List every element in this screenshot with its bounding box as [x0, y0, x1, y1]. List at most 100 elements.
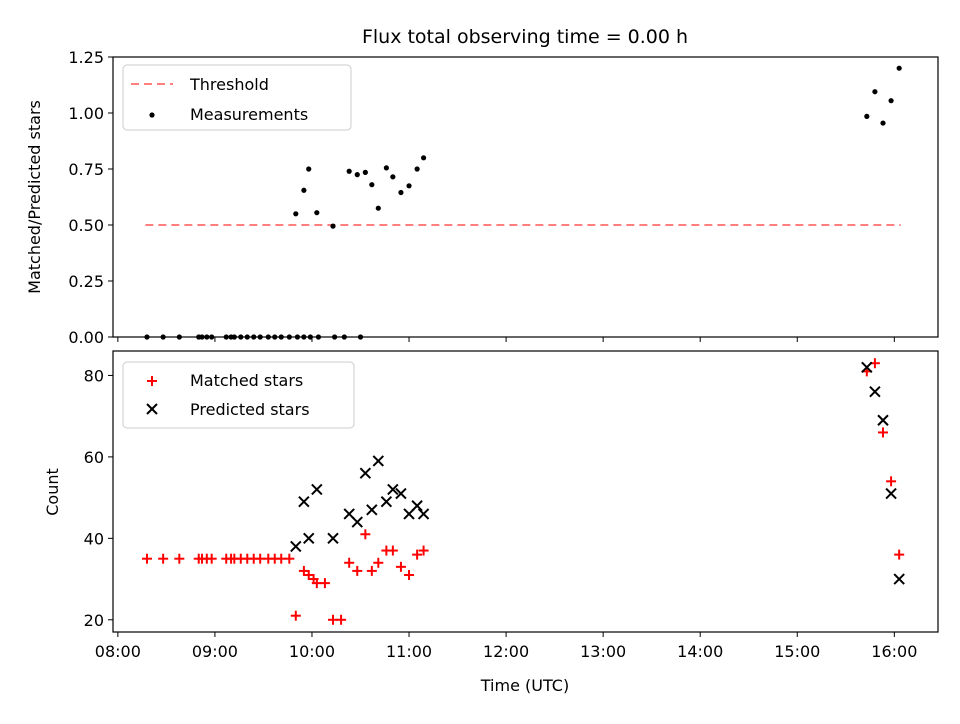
predicted-star-point — [869, 386, 881, 398]
legend-threshold-label: Threshold — [189, 75, 269, 94]
matched-star-point — [174, 553, 185, 564]
predicted-star-point — [877, 414, 889, 426]
matched-star-point — [319, 578, 330, 589]
x-tick-label: 12:00 — [483, 642, 529, 661]
ratio-y-tick-label: 0.00 — [68, 328, 104, 347]
ratio-y-tick-label: 0.50 — [68, 216, 104, 235]
ratio-y-tick-label: 0.25 — [68, 272, 104, 291]
matched-star-point — [395, 561, 406, 572]
x-tick-label: 09:00 — [192, 642, 238, 661]
matched-star-point — [336, 614, 347, 625]
matched-star-point — [206, 553, 217, 564]
count-y-tick-label: 20 — [84, 611, 104, 630]
measurement-point — [888, 98, 894, 104]
count-legend: Matched stars Predicted stars — [122, 361, 355, 429]
matched-star-point — [352, 565, 363, 576]
matched-star-point — [290, 610, 301, 621]
matched-star-point — [412, 549, 423, 560]
x-tick-label: 10:00 — [289, 642, 335, 661]
legend-matched-label: Matched stars — [190, 371, 303, 390]
x-tick-label: 15:00 — [774, 642, 820, 661]
measurement-point — [362, 169, 368, 175]
ratio-y-tick-label: 0.75 — [68, 160, 104, 179]
predicted-star-point — [311, 483, 323, 496]
matched-star-point — [284, 553, 295, 564]
measurement-point — [375, 205, 381, 211]
ratio-x-axis-ticks — [117, 337, 895, 342]
legend-predicted-label: Predicted stars — [190, 400, 310, 419]
legend-measurements-label: Measurements — [190, 105, 308, 124]
predicted-star-point — [411, 500, 423, 512]
count-y-tick-label: 40 — [84, 529, 104, 548]
measurement-point — [896, 65, 902, 71]
measurement-point — [880, 120, 886, 126]
measurement-point — [406, 183, 412, 189]
measurement-point — [354, 172, 360, 178]
chart-title: Flux total observing time = 0.00 h — [362, 26, 688, 48]
count-y-axis-label: Count — [43, 468, 62, 516]
predicted-star-point — [290, 540, 302, 553]
matched-star-point — [886, 476, 897, 487]
count-panel: 20 40 60 80 08:00 09:00 10:00 11:00 12:00 13:00 1… — [43, 350, 939, 695]
measurement-point — [369, 182, 375, 188]
count-y-tick-label: 60 — [84, 448, 104, 467]
predicted-star-point — [885, 487, 897, 500]
predicted-star-point — [387, 483, 399, 496]
count-legend-box — [122, 361, 355, 429]
predicted-star-point — [395, 487, 407, 500]
ratio-axes-frame — [112, 56, 939, 338]
matched-star-point — [344, 557, 355, 568]
legend-measurements-marker — [149, 112, 155, 118]
x-tick-label: 14:00 — [677, 642, 723, 661]
count-x-axis: 08:00 09:00 10:00 11:00 12:00 13:00 14:00 15:00… — [95, 632, 917, 661]
x-tick-label: 13:00 — [580, 642, 626, 661]
matched-star-point — [418, 545, 429, 556]
count-y-axis: 20 40 60 80 — [84, 366, 113, 630]
measurement-point — [383, 165, 389, 171]
ratio-y-axis: 0.00 0.25 0.50 0.75 1.00 1.25 — [68, 48, 113, 347]
predicted-star-point — [359, 467, 372, 479]
predicted-star-point — [327, 532, 339, 545]
matched-star-point — [894, 549, 905, 560]
matched-star-point — [878, 427, 888, 438]
predicted-star-point — [298, 495, 310, 508]
matched-star-point — [373, 557, 384, 568]
predicted-star-point — [351, 516, 363, 528]
measurement-point — [301, 187, 307, 193]
matched-star-point — [158, 553, 169, 564]
matched-star-point — [404, 569, 415, 580]
ratio-y-tick-label: 1.00 — [68, 104, 104, 123]
count-plot-area — [141, 358, 905, 625]
predicted-star-point — [893, 573, 905, 585]
ratio-panel: 0.00 0.25 0.50 0.75 1.00 1.25 Flux total obse… — [25, 26, 939, 347]
measurement-point — [346, 168, 352, 174]
measurement-point — [864, 113, 870, 119]
matched-star-point — [360, 529, 371, 540]
predicted-star-point — [303, 532, 315, 545]
measurement-point — [330, 223, 336, 229]
x-tick-label: 11:00 — [386, 642, 432, 661]
matched-star-point — [141, 553, 152, 564]
predicted-star-point — [861, 361, 873, 373]
measurement-point — [390, 174, 396, 180]
matched-star-point — [387, 545, 398, 556]
ratio-legend: Threshold Measurements — [122, 64, 352, 131]
x-tick-label: 16:00 — [871, 642, 917, 661]
measurement-point — [420, 155, 427, 161]
predicted-star-point — [372, 455, 385, 467]
measurement-point — [398, 189, 404, 196]
measurement-point — [414, 166, 420, 172]
predicted-star-point — [380, 495, 393, 508]
measurement-point — [314, 210, 320, 216]
count-axes-frame — [112, 350, 939, 633]
matched-star-point — [366, 565, 377, 576]
x-tick-label: 08:00 — [95, 642, 141, 661]
count-y-tick-label: 80 — [84, 366, 104, 385]
legend-matched-marker — [147, 376, 157, 386]
measurement-point — [293, 211, 299, 217]
ratio-legend-box — [122, 64, 352, 131]
legend-predicted-marker — [146, 403, 158, 415]
ratio-y-tick-label: 1.25 — [68, 48, 104, 67]
predicted-star-point — [366, 504, 378, 516]
